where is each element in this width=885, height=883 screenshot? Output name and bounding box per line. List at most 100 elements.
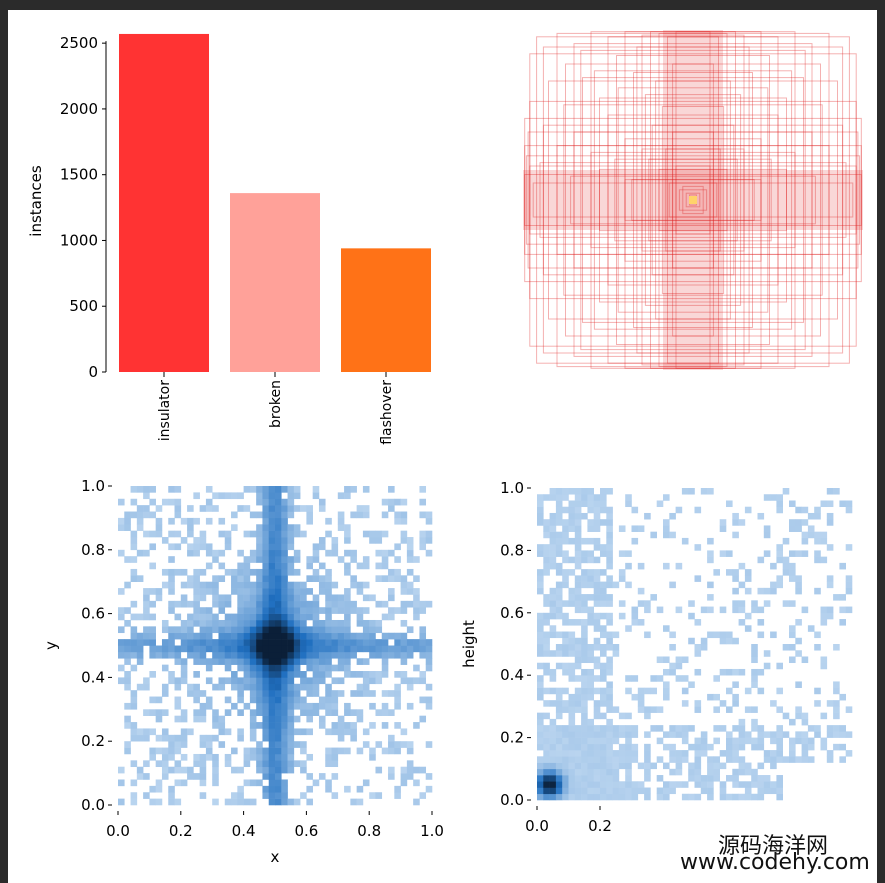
- heatmap-cell: [356, 798, 364, 806]
- heatmap-cell: [174, 658, 182, 665]
- heatmap-cell: [600, 787, 607, 795]
- y-tick-label: 0.0: [500, 791, 524, 809]
- heatmap-cell: [425, 702, 433, 710]
- heatmap-cell: [256, 766, 263, 774]
- heatmap-cell: [719, 700, 727, 707]
- heatmap-cell: [807, 525, 815, 532]
- heatmap-cell: [344, 530, 351, 538]
- heatmap-cell: [574, 750, 582, 757]
- heatmap-cell: [770, 787, 777, 795]
- heatmap-cell: [574, 606, 582, 614]
- heatmap-cell: [369, 677, 376, 685]
- heatmap-cell: [268, 517, 276, 525]
- heatmap-cell: [174, 734, 182, 742]
- box-outline: [529, 165, 857, 235]
- box-outline: [542, 124, 844, 276]
- heatmap-cell: [688, 743, 695, 751]
- heatmap-cell: [555, 494, 563, 501]
- heatmap-cell: [789, 562, 796, 570]
- heatmap-cell: [161, 626, 169, 634]
- heatmap-cell: [312, 639, 320, 646]
- heatmap-cell: [262, 658, 270, 665]
- heatmap-cell: [413, 575, 420, 582]
- heatmap-cell: [606, 756, 613, 763]
- heatmap-cell: [549, 631, 557, 639]
- heatmap-cell: [807, 756, 815, 763]
- heatmap-cell: [757, 512, 765, 520]
- heatmap-cell: [400, 619, 408, 627]
- heatmap-cell: [281, 677, 288, 685]
- heatmap-cell: [199, 734, 207, 742]
- heatmap-cell: [287, 664, 295, 672]
- heatmap-cell: [770, 631, 777, 639]
- heatmap-cell: [826, 544, 834, 551]
- heatmap-cell: [212, 588, 219, 595]
- heatmap-cell: [243, 594, 251, 602]
- heatmap-cell: [243, 760, 251, 768]
- x-tick-label: 0.8: [357, 822, 381, 840]
- heatmap-cell: [199, 773, 207, 780]
- heatmap-cell: [369, 594, 376, 602]
- heatmap-cell: [312, 556, 320, 563]
- heatmap-cell: [707, 743, 714, 751]
- heatmap-cell: [631, 619, 639, 626]
- heatmap-cell: [275, 702, 282, 710]
- heatmap-cell: [763, 650, 771, 657]
- heatmap-cell: [631, 743, 639, 751]
- heatmap-cell: [593, 675, 601, 682]
- heatmap-cell: [593, 768, 601, 776]
- heatmap-cell: [400, 498, 408, 506]
- heatmap-cell: [612, 768, 620, 776]
- heatmap-cell: [243, 588, 251, 595]
- heatmap-cell: [612, 737, 620, 745]
- heatmap-cell: [237, 664, 244, 672]
- heatmap-cell: [124, 607, 131, 614]
- heatmap-cell: [625, 737, 632, 745]
- heatmap-cell: [130, 690, 138, 697]
- heatmap-cell: [193, 581, 200, 589]
- heatmap-cell: [574, 525, 582, 532]
- heatmap-cell: [275, 498, 282, 506]
- heatmap-cell: [795, 681, 802, 688]
- heatmap-cell: [118, 779, 125, 787]
- heatmap-cell: [757, 619, 765, 626]
- heatmap-cell: [688, 637, 695, 645]
- heatmap-cell: [325, 658, 332, 665]
- heatmap-cell: [281, 537, 288, 544]
- heatmap-cell: [262, 785, 270, 793]
- heatmap-cell: [419, 792, 427, 799]
- heatmap-cell: [262, 568, 270, 576]
- heatmap-cell: [419, 766, 427, 774]
- heatmap-cell: [149, 530, 156, 538]
- heatmap-cell: [555, 793, 563, 801]
- heatmap-cell: [275, 766, 282, 774]
- heatmap-cell: [256, 690, 263, 697]
- heatmap-cell: [669, 631, 676, 639]
- heatmap-cell: [400, 658, 408, 665]
- heatmap-cell: [243, 645, 251, 653]
- heatmap-cell: [600, 500, 607, 508]
- heatmap-cell: [174, 626, 182, 634]
- heatmap-cell: [262, 728, 270, 736]
- heatmap-cell: [394, 632, 401, 640]
- heatmap-cell: [356, 619, 364, 627]
- heatmap-cell: [581, 637, 588, 645]
- heatmap-cell: [688, 793, 695, 801]
- heatmap-cell: [143, 505, 150, 512]
- heatmap-cell: [581, 750, 588, 757]
- heatmap-cell: [249, 677, 257, 685]
- heatmap-cell: [281, 607, 288, 614]
- heatmap-cell: [362, 728, 370, 736]
- heatmap-cell: [369, 619, 376, 627]
- heatmap-cell: [149, 709, 156, 716]
- heatmap-cell: [675, 731, 683, 738]
- heatmap-cell: [562, 619, 569, 626]
- heatmap-cell: [681, 756, 689, 763]
- heatmap-cell: [406, 600, 414, 608]
- heatmap-cell: [325, 568, 332, 576]
- heatmap-cell: [293, 741, 301, 748]
- heatmap-cell: [574, 687, 582, 695]
- heatmap-cell: [543, 712, 550, 720]
- heatmap-cell: [587, 781, 594, 788]
